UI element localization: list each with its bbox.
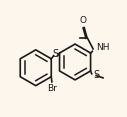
Text: S: S	[93, 70, 100, 80]
Text: NH: NH	[96, 43, 110, 52]
Text: O: O	[80, 16, 87, 25]
Text: S: S	[52, 49, 58, 59]
Text: Br: Br	[47, 84, 57, 93]
